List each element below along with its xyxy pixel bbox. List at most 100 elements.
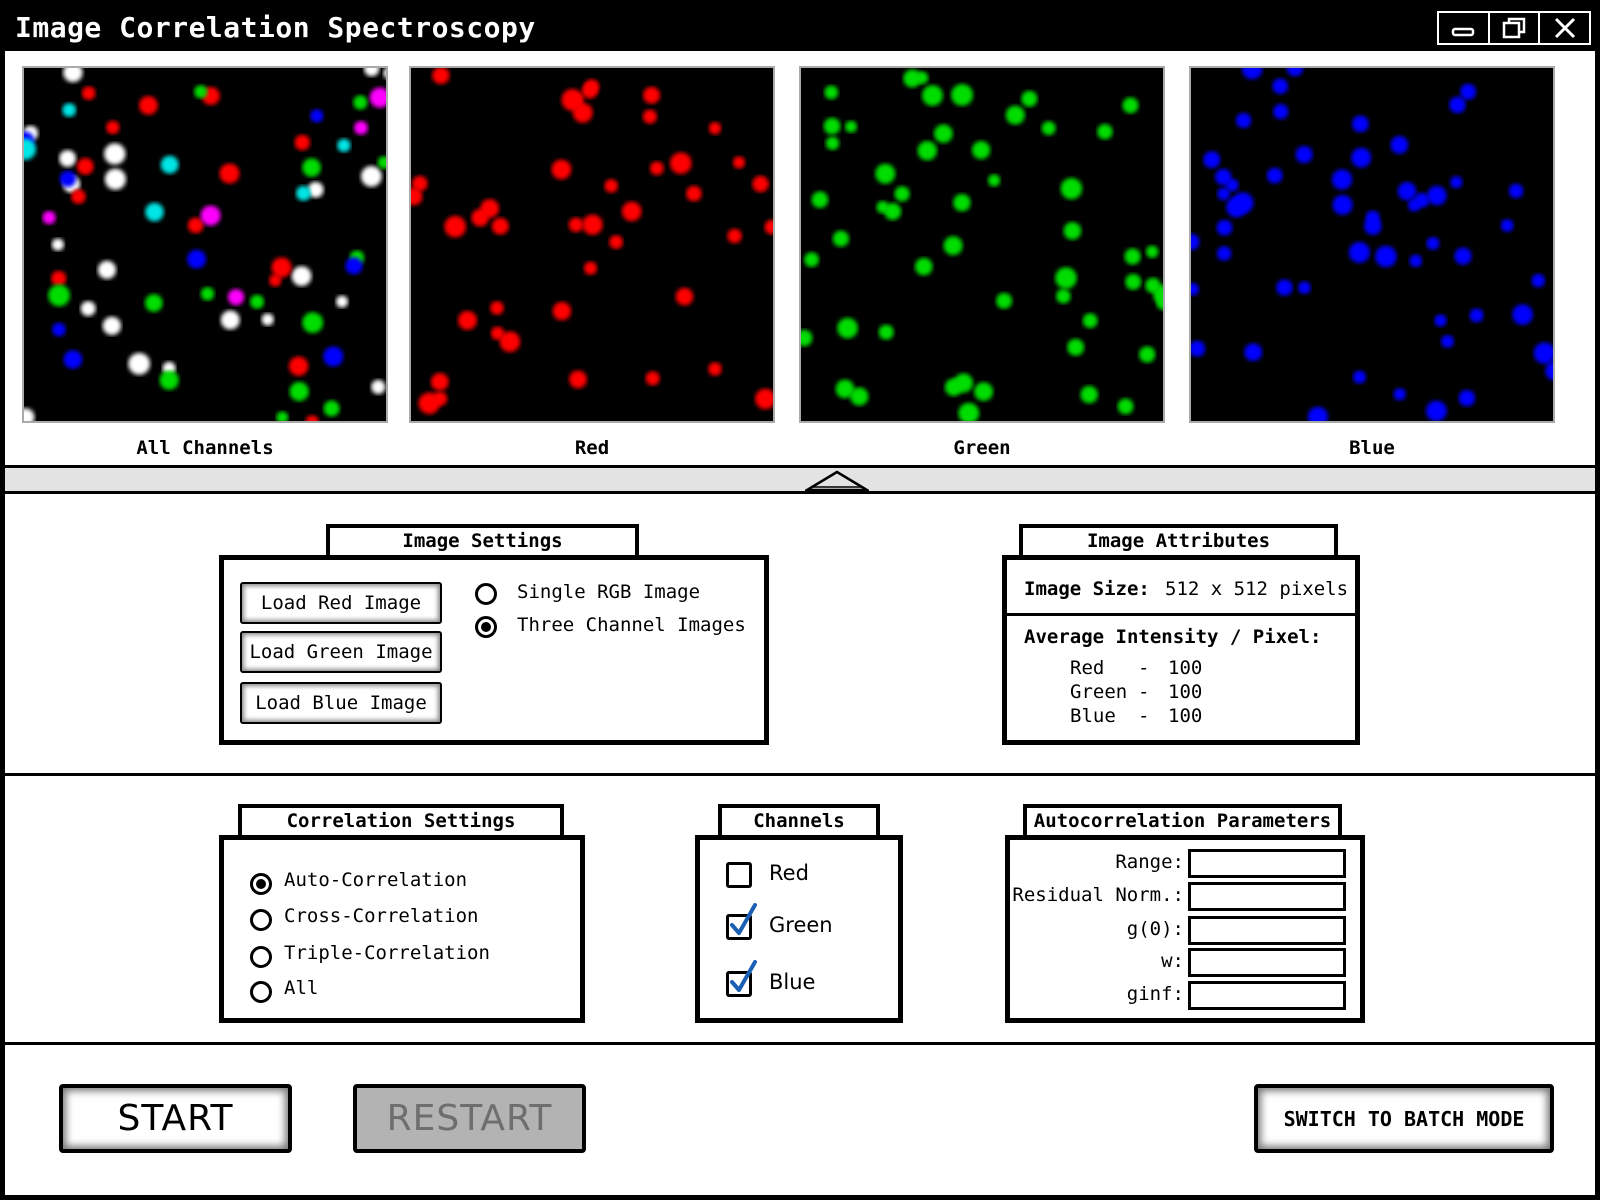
load-red-image-button[interactable]: Load Red Image [240, 582, 442, 624]
close-button[interactable] [1540, 13, 1589, 43]
checkbox-blue[interactable] [726, 960, 757, 997]
restart-button-label: RESTART [386, 1098, 553, 1139]
checkbox-green-label: Green [769, 913, 833, 937]
fluorescent-dot [1409, 254, 1423, 268]
fluorescent-dot [811, 191, 829, 208]
fluorescent-dot [1426, 400, 1447, 421]
fluorescent-dot [364, 68, 380, 77]
fluorescent-dot [1216, 219, 1233, 236]
fluorescent-dot [383, 68, 386, 79]
image-blue-channel [1189, 66, 1555, 423]
param-range-input[interactable] [1188, 849, 1346, 878]
fluorescent-dot [837, 317, 858, 339]
fluorescent-dot [276, 411, 289, 421]
switch-batch-mode-button[interactable]: SWITCH TO BATCH MODE [1254, 1084, 1554, 1153]
fluorescent-dot [187, 217, 204, 234]
radio-triple-correlation-label: Triple-Correlation [284, 942, 490, 964]
param-ginf-input[interactable] [1188, 981, 1346, 1010]
fluorescent-dot [1441, 335, 1454, 348]
fluorescent-dot [645, 371, 660, 386]
fluorescent-dot [432, 391, 448, 406]
fluorescent-dot [951, 84, 973, 106]
fluorescent-dot [491, 217, 509, 235]
minimize-button[interactable] [1439, 13, 1490, 43]
restart-button[interactable]: RESTART [353, 1084, 586, 1153]
image-green-channel [799, 66, 1165, 423]
checkbox-red[interactable] [726, 862, 752, 888]
fluorescent-dot [643, 86, 661, 104]
fluorescent-dot [307, 181, 324, 198]
fluorescent-dot [1217, 187, 1231, 201]
fluorescent-dot [1139, 346, 1156, 363]
window-controls [1437, 11, 1591, 45]
fluorescent-dot [144, 294, 163, 312]
splitter-bar[interactable] [5, 465, 1595, 494]
fluorescent-dot [824, 85, 839, 100]
param-residual-norm-input[interactable] [1188, 882, 1346, 911]
image-settings-panel: Load Red Image Load Green Image Load Blu… [219, 555, 769, 745]
radio-triple-correlation[interactable] [250, 946, 272, 968]
fluorescent-dot [63, 350, 83, 369]
fluorescent-dot [1351, 147, 1372, 168]
fluorescent-dot [1216, 246, 1232, 261]
section-divider-2 [5, 1042, 1595, 1045]
close-icon [1554, 17, 1575, 39]
blue-channel-dots [1191, 68, 1553, 421]
radio-auto-correlation[interactable] [250, 873, 272, 895]
fluorescent-dot [353, 95, 368, 110]
attributes-divider [1007, 613, 1355, 616]
fluorescent-dot [832, 230, 849, 247]
fluorescent-dot [569, 370, 587, 389]
radio-three-channel-label: Three Channel Images [517, 614, 746, 636]
load-green-image-button[interactable]: Load Green Image [240, 631, 442, 673]
fluorescent-dot [845, 120, 857, 133]
fluorescent-dot [200, 205, 221, 226]
radio-three-channel[interactable] [475, 616, 497, 638]
fluorescent-dot [1276, 279, 1293, 296]
fluorescent-dot [727, 228, 742, 244]
param-ginf-label: ginf: [1126, 983, 1184, 1005]
fluorescent-dot [302, 158, 321, 177]
checkbox-red-label: Red [769, 861, 809, 885]
checkmark-icon [730, 960, 757, 992]
fluorescent-dot [106, 120, 120, 135]
fluorescent-dot [551, 159, 572, 180]
radio-all-correlation-label: All [284, 977, 319, 999]
fluorescent-dot [194, 85, 208, 99]
autocorrelation-panel: Range: Residual Norm.: g(0): w: ginf: [1005, 835, 1365, 1023]
checkbox-green[interactable] [726, 903, 757, 940]
fluorescent-dot [1508, 183, 1524, 199]
fluorescent-dot [1156, 296, 1163, 310]
load-blue-image-button[interactable]: Load Blue Image [240, 682, 442, 724]
fluorescent-dot [988, 174, 1001, 187]
start-button[interactable]: START [59, 1084, 292, 1153]
radio-cross-correlation[interactable] [250, 909, 272, 931]
fluorescent-dot [621, 201, 642, 222]
fluorescent-dot [1298, 281, 1311, 294]
fluorescent-dot [875, 163, 896, 184]
fluorescent-dot [336, 295, 348, 308]
fluorescent-dot [302, 312, 324, 333]
param-w-input[interactable] [1188, 948, 1346, 977]
fluorescent-dot [686, 185, 702, 202]
param-residual-norm-label: Residual Norm.: [1012, 884, 1184, 906]
avg-blue-sep: - [1138, 705, 1150, 727]
fluorescent-dot [1353, 370, 1366, 384]
fluorescent-dot [160, 155, 179, 174]
fluorescent-dot [1458, 389, 1476, 407]
fluorescent-dot [480, 199, 500, 218]
fluorescent-dot [1375, 245, 1397, 268]
restore-button[interactable] [1490, 13, 1541, 43]
radio-all-correlation[interactable] [250, 981, 272, 1003]
fluorescent-dot [1063, 222, 1082, 240]
radio-single-rgb[interactable] [475, 583, 497, 605]
fluorescent-dot [1450, 176, 1463, 189]
title-bar: Image Correlation Spectroscopy [5, 5, 1595, 51]
start-button-label: START [117, 1098, 234, 1139]
fluorescent-dot [1203, 151, 1221, 169]
collapse-arrow-icon[interactable] [805, 470, 869, 492]
fluorescent-dot [1352, 115, 1369, 133]
fluorescent-dot [903, 69, 922, 88]
param-g0-input[interactable] [1188, 916, 1346, 945]
fluorescent-dot [220, 310, 240, 330]
